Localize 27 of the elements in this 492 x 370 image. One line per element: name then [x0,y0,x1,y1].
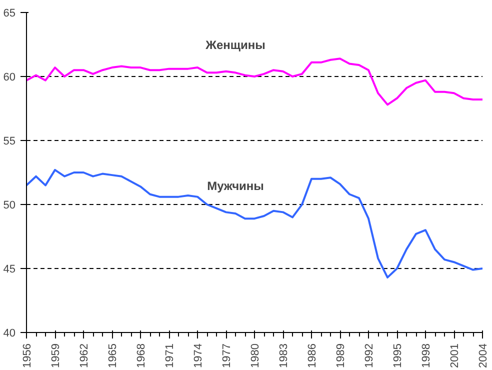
y-tick-label: 65 [3,8,16,20]
x-tick-label: 2001 [449,343,461,368]
y-tick-label: 60 [3,72,16,84]
x-tick-label: 1989 [335,343,347,368]
y-tick-label: 50 [3,200,16,212]
series-label: Женщины [204,38,266,52]
y-tick-label: 55 [3,136,16,148]
x-tick-label: 1977 [221,343,233,368]
x-tick-label: 1962 [78,343,90,368]
x-tick-label: 1974 [192,343,204,368]
x-tick-label: 1971 [164,343,176,368]
x-tick-label: 1965 [107,343,119,368]
x-tick-label: 1983 [278,343,290,368]
x-tick-label: 1992 [364,343,376,368]
x-tick-label: 2004 [478,343,490,368]
x-tick-label: 1998 [420,343,432,368]
x-tick-label: 1959 [50,343,62,368]
x-tick-label: 1968 [136,343,148,368]
x-tick-label: 1980 [250,343,262,368]
y-tick-label: 40 [3,328,16,340]
y-tick-label: 45 [3,264,16,276]
line-series [26,168,482,278]
x-tick-label: 1956 [22,343,34,368]
series-label: Мужчины [207,178,264,193]
x-tick-label: 1995 [392,343,404,368]
line-series [26,58,482,106]
x-tick-label: 1986 [306,343,318,368]
